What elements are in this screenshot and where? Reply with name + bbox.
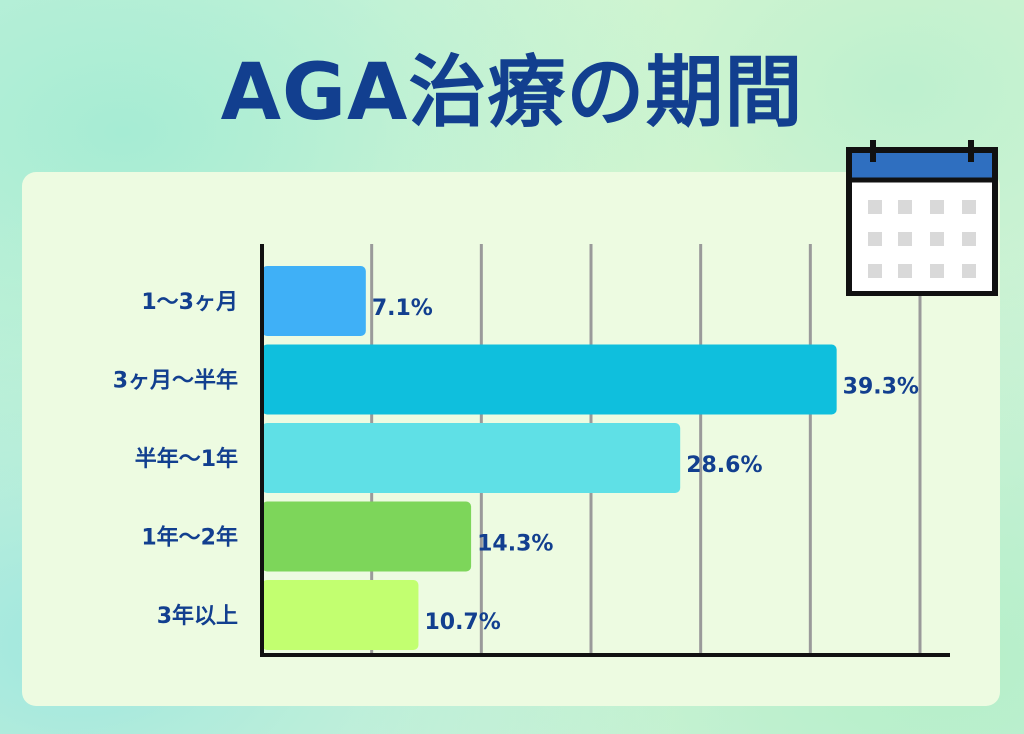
category-label: 3年以上 (157, 603, 238, 629)
category-label: 3ヶ月〜半年 (113, 368, 238, 394)
bar (262, 344, 837, 415)
category-label: 1〜3ヶ月 (141, 290, 238, 315)
data-label: 10.7% (424, 610, 500, 635)
data-label: 28.6% (686, 453, 762, 478)
data-label: 39.3% (843, 375, 919, 400)
bar (262, 580, 419, 650)
data-label: 14.3% (477, 532, 553, 557)
category-label: 半年〜1年 (135, 446, 238, 472)
chart-title: AGA治療の期間 (220, 48, 804, 138)
bar (262, 501, 472, 572)
category-label: 1年〜2年 (141, 525, 238, 551)
data-label: 7.1% (372, 296, 433, 321)
bar (262, 266, 366, 336)
calendar-icon (846, 140, 998, 296)
bar (262, 423, 681, 493)
